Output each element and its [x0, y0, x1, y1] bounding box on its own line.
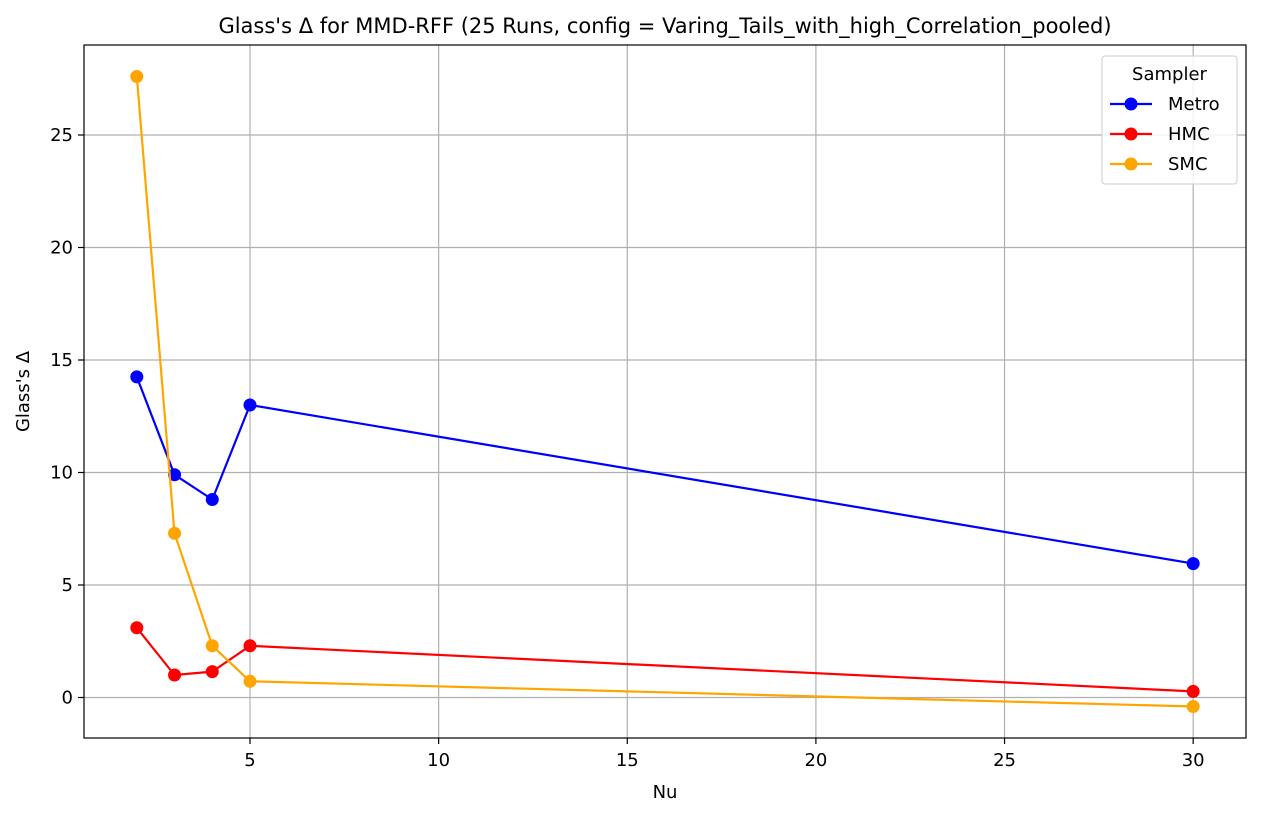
legend-marker-metro [1124, 97, 1138, 111]
legend-marker-smc [1124, 157, 1138, 171]
y-tick-label: 25 [50, 125, 73, 146]
legend-marker-hmc [1124, 127, 1138, 141]
legend-label-smc: SMC [1168, 154, 1208, 175]
y-axis-label: Glass's Δ [13, 350, 34, 432]
data-point-smc [168, 526, 182, 540]
y-tick-label: 0 [62, 688, 73, 709]
data-point-smc [205, 639, 219, 653]
data-point-hmc [243, 639, 257, 653]
x-tick-label: 10 [427, 750, 450, 771]
data-point-metro [130, 370, 144, 384]
data-point-metro [243, 398, 257, 412]
data-point-smc [130, 70, 144, 83]
x-tick-label: 30 [1182, 750, 1205, 771]
legend-label-metro: Metro [1168, 94, 1220, 115]
data-point-metro [168, 468, 182, 482]
y-tick-label: 5 [62, 575, 73, 596]
legend-title: Sampler [1132, 64, 1207, 85]
x-tick-label: 20 [804, 750, 827, 771]
legend-box [1101, 55, 1238, 185]
data-point-smc [1186, 700, 1200, 713]
x-tick-label: 25 [993, 750, 1016, 771]
legend-entries: Metro HMC SMC [1110, 94, 1220, 175]
data-point-smc [243, 674, 257, 688]
data-point-hmc [205, 665, 219, 679]
x-axis-label: Nu [653, 782, 678, 803]
data-point-metro [1186, 557, 1200, 571]
axes-frame [83, 44, 1247, 739]
y-tick-label: 15 [50, 350, 73, 371]
data-point-hmc [1186, 684, 1200, 698]
series [130, 70, 1200, 713]
chart-title: Glass's Δ for MMD-RFF (25 Runs, config =… [218, 14, 1111, 39]
data-point-hmc [130, 621, 144, 635]
y-tick-label: 20 [50, 238, 73, 259]
x-tick-label: 5 [244, 750, 255, 771]
data-point-metro [205, 493, 219, 506]
x-tick-label: 15 [616, 750, 639, 771]
legend-label-hmc: HMC [1168, 124, 1210, 145]
ticks: 5 10 15 20 25 30 0 5 10 15 20 25 [50, 125, 1205, 771]
y-tick-label: 10 [50, 463, 73, 484]
data-point-hmc [168, 668, 182, 682]
legend: Sampler Metro HMC SMC [1101, 55, 1238, 185]
